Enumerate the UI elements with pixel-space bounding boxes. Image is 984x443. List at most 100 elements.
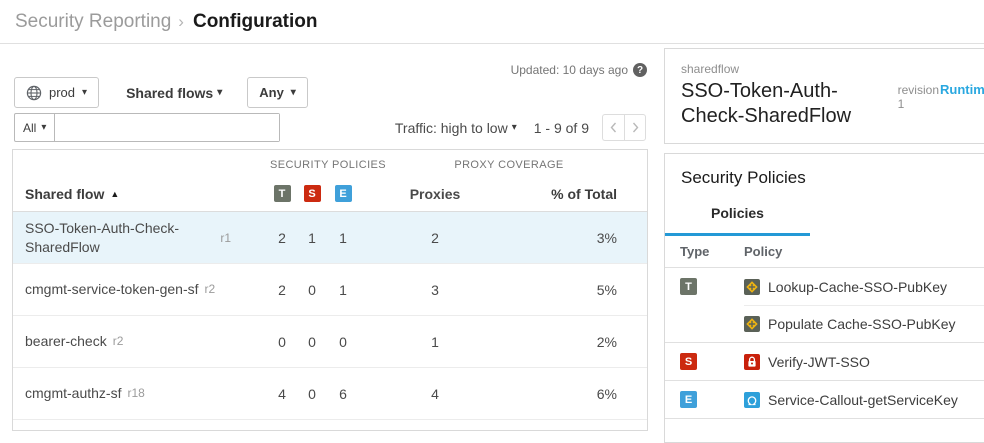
tab-policies[interactable]: Policies xyxy=(665,205,810,236)
revision-label: revision xyxy=(897,83,939,97)
revision-block: revisionRuntime 1 xyxy=(898,79,984,129)
policy-name: Verify-JWT-SSO xyxy=(768,353,870,370)
security-policy-badge: S xyxy=(303,185,321,202)
pagination-range: 1 - 9 of 9 xyxy=(533,119,589,136)
search-control: All ▾ xyxy=(14,113,281,142)
lock-icon xyxy=(744,353,760,370)
table-row-partial xyxy=(13,420,647,430)
proxies-count: 1 xyxy=(431,333,439,350)
shared-flow-name: cmgmt-service-token-gen-sf xyxy=(25,281,199,298)
chevron-down-icon: ▾ xyxy=(511,121,517,133)
s-count: 0 xyxy=(308,333,316,350)
extension-policy-badge: E xyxy=(334,185,352,202)
search-input[interactable] xyxy=(55,114,280,141)
security-policy-badge: S xyxy=(680,353,697,370)
cache-icon xyxy=(744,278,760,295)
policy-group: S Verify-JWT-SSO xyxy=(665,343,984,381)
prev-page-button[interactable] xyxy=(602,114,624,141)
scope-dropdown[interactable]: Shared flows ▾ xyxy=(126,85,222,101)
revision-label: r2 xyxy=(204,282,216,297)
revision-label: r2 xyxy=(112,334,124,349)
report-area: Updated: 10 days ago ? prod ▾ Shared flo… xyxy=(0,44,663,431)
policy-name: Service-Callout-getServiceKey xyxy=(768,391,958,408)
chevron-down-icon: ▾ xyxy=(82,86,88,98)
security-policies-group-header: SECURITY POLICIES xyxy=(269,159,387,171)
revision-label: r18 xyxy=(127,386,145,401)
policies-table-header: Type Policy xyxy=(665,236,984,268)
updated-label: Updated: 10 days ago xyxy=(510,63,628,77)
page-title: Configuration xyxy=(192,10,318,32)
type-filter-value: Any xyxy=(259,85,284,100)
table-row[interactable]: cmgmt-authz-sf r18 4 0 6 4 6% xyxy=(13,368,647,420)
traffic-sort-value: Traffic: high to low xyxy=(394,119,508,136)
s-count: 0 xyxy=(308,281,316,298)
proxies-count: 2 xyxy=(431,229,439,246)
sort-asc-icon: ▲ xyxy=(110,188,120,199)
shared-flow-column-header[interactable]: Shared flow ▲ xyxy=(25,185,120,202)
table-row[interactable]: cmgmt-service-token-gen-sf r2 2 0 1 3 5% xyxy=(13,264,647,316)
type-column-header: Type xyxy=(680,244,710,259)
policy-row[interactable]: Service-Callout-getServiceKey xyxy=(744,381,984,418)
updated-status: Updated: 10 days ago ? xyxy=(511,63,647,77)
pct-of-total-column-header[interactable]: % of Total xyxy=(551,185,617,202)
t-count: 2 xyxy=(278,229,286,246)
chevron-down-icon: ▾ xyxy=(290,86,296,98)
type-filter-dropdown[interactable]: Any ▾ xyxy=(247,77,308,108)
e-count: 1 xyxy=(339,281,347,298)
target-policy-badge: T xyxy=(273,185,291,202)
detail-header-card: sharedflow SSO-Token-Auth-Check-SharedFl… xyxy=(664,48,984,144)
environment-value: prod xyxy=(49,85,76,100)
shared-flows-table: SECURITY POLICIES PROXY COVERAGE Shared … xyxy=(12,149,648,431)
e-count: 0 xyxy=(339,333,347,350)
security-policies-heading: Security Policies xyxy=(681,168,806,187)
scope-value: Shared flows xyxy=(126,84,214,101)
revision-value: 1 xyxy=(897,97,905,111)
globe-icon xyxy=(26,85,42,100)
table-group-header: SECURITY POLICIES PROXY COVERAGE xyxy=(13,150,647,176)
policy-row[interactable]: Lookup-Cache-SSO-PubKey xyxy=(744,268,984,305)
breadcrumb-separator-icon: › xyxy=(178,11,184,31)
pct-of-total: 6% xyxy=(596,385,617,402)
policy-row[interactable]: Populate Cache-SSO-PubKey xyxy=(744,305,984,342)
chevron-down-icon: ▾ xyxy=(41,121,47,133)
table-row[interactable]: SSO-Token-Auth-Check-SharedFlow r1 2 1 1… xyxy=(13,212,647,264)
e-count: 1 xyxy=(339,229,347,246)
cache-icon xyxy=(744,316,760,332)
t-count: 2 xyxy=(278,281,286,298)
traffic-sort-dropdown[interactable]: Traffic: high to low ▾ xyxy=(395,120,517,136)
policy-group: E Service-Callout-getServiceKey xyxy=(665,381,984,419)
pagination xyxy=(602,114,646,141)
runtime-link[interactable]: Runtime xyxy=(940,82,984,97)
chevron-left-icon xyxy=(610,122,617,133)
breadcrumb: Security Reporting › Configuration xyxy=(0,0,984,44)
proxies-count: 3 xyxy=(431,281,439,298)
proxies-column-header[interactable]: Proxies xyxy=(409,185,461,202)
policy-group: T Lookup-Cache-SSO-PubKey xyxy=(665,268,984,343)
policy-row[interactable]: Verify-JWT-SSO xyxy=(744,343,984,380)
target-policy-badge: T xyxy=(680,278,697,295)
breadcrumb-parent-link[interactable]: Security Reporting xyxy=(15,10,172,32)
environment-dropdown[interactable]: prod ▾ xyxy=(14,77,100,108)
policy-column-header: Policy xyxy=(744,244,783,259)
detail-panel: sharedflow SSO-Token-Auth-Check-SharedFl… xyxy=(664,48,984,443)
chevron-down-icon: ▾ xyxy=(217,86,223,98)
next-page-button[interactable] xyxy=(624,114,646,141)
policy-name: Populate Cache-SSO-PubKey xyxy=(768,316,956,332)
s-count: 1 xyxy=(308,229,316,246)
e-count: 6 xyxy=(339,385,347,402)
extension-policy-badge: E xyxy=(680,391,697,408)
proxy-coverage-group-header: PROXY COVERAGE xyxy=(454,159,564,171)
search-scope-dropdown[interactable]: All ▾ xyxy=(15,114,56,141)
t-count: 0 xyxy=(278,333,286,350)
search-scope-value: All xyxy=(23,120,37,135)
table-row[interactable]: bearer-check r2 0 0 0 1 2% xyxy=(13,316,647,368)
pct-of-total: 3% xyxy=(596,229,617,246)
revision-label: r1 xyxy=(220,230,231,245)
policy-name: Lookup-Cache-SSO-PubKey xyxy=(768,278,947,295)
security-policies-card: Security Policies Policies Type Policy T… xyxy=(664,153,984,443)
entity-type-label: sharedflow xyxy=(681,62,740,76)
shared-flow-name: cmgmt-authz-sf xyxy=(25,385,122,402)
pct-of-total: 2% xyxy=(596,333,617,350)
shared-flow-name: SSO-Token-Auth-Check-SharedFlow xyxy=(25,219,180,255)
help-icon[interactable]: ? xyxy=(633,63,647,77)
